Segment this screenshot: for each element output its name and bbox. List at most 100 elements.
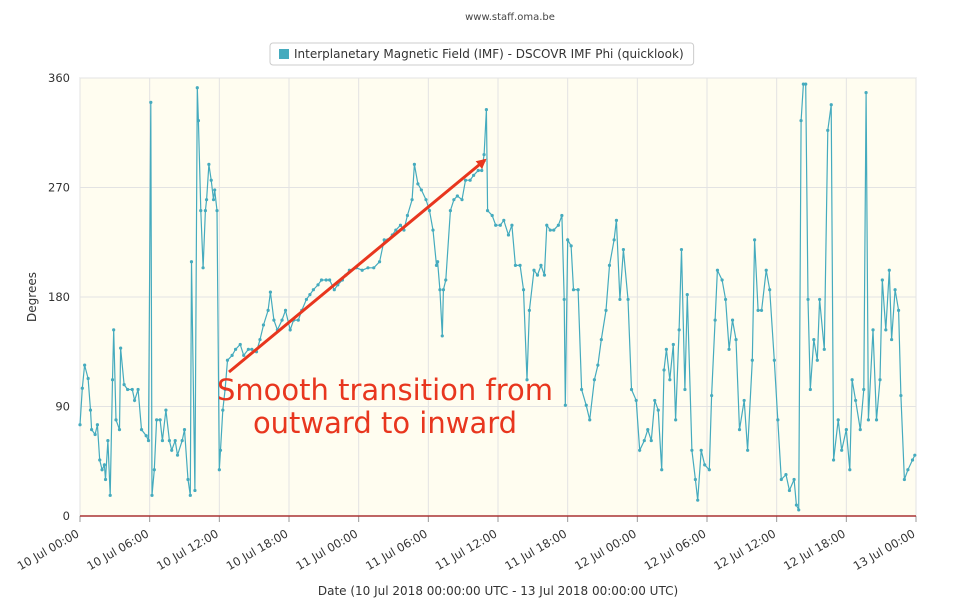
data-point [195, 86, 199, 90]
data-point [130, 387, 134, 392]
data-point [638, 448, 642, 452]
data-point [167, 438, 172, 443]
data-point [893, 288, 897, 292]
data-point [246, 347, 250, 351]
data-point [434, 263, 439, 267]
data-point [382, 238, 386, 242]
data-point [671, 342, 675, 347]
annotation-text: outward to inward [253, 406, 517, 440]
data-point [548, 228, 552, 232]
data-point [890, 337, 894, 342]
data-point [521, 288, 526, 292]
data-point [164, 408, 168, 412]
data-point [204, 198, 209, 202]
data-point [366, 266, 370, 270]
annotation-arrow [228, 158, 487, 374]
data-point [826, 128, 830, 132]
data-point [599, 337, 603, 342]
data-point [563, 403, 567, 407]
legend-label[interactable]: Interplanetary Magnetic Field (IMF) - DS… [294, 47, 684, 61]
data-point [455, 194, 459, 198]
data-point [797, 508, 801, 512]
data-point [311, 288, 315, 292]
data-point [258, 337, 262, 342]
data-point [764, 268, 768, 272]
data-point [95, 423, 100, 427]
data-point [910, 458, 915, 462]
data-point [328, 278, 332, 282]
data-point [424, 198, 428, 202]
data-point [646, 428, 650, 432]
data-point [78, 423, 82, 427]
data-point [792, 477, 796, 482]
data-point [864, 91, 868, 95]
data-point [114, 418, 118, 422]
data-point [324, 278, 328, 282]
x-tick-label: 10 Jul 18:00 [224, 526, 291, 573]
data-point [296, 318, 300, 322]
data-point [858, 428, 862, 432]
data-point [690, 448, 694, 452]
data-point [308, 292, 312, 297]
data-point [444, 278, 448, 282]
data-point [696, 498, 700, 502]
x-tick-label: 13 Jul 00:00 [851, 526, 918, 573]
data-point [626, 297, 630, 302]
data-point [502, 218, 506, 222]
data-point [106, 438, 110, 443]
data-point [218, 448, 223, 452]
data-point [612, 238, 616, 242]
data-point [170, 448, 174, 452]
data-point [506, 233, 511, 237]
data-point [201, 266, 205, 270]
data-point [225, 358, 230, 362]
data-point [715, 268, 720, 272]
data-point [848, 468, 852, 472]
data-point [560, 213, 564, 218]
legend[interactable]: Interplanetary Magnetic Field (IMF) - DS… [269, 42, 695, 66]
data-point [866, 418, 870, 422]
data-point [750, 358, 754, 362]
data-point [854, 398, 858, 403]
data-point [377, 260, 382, 264]
data-point [152, 468, 156, 472]
data-point [742, 398, 746, 403]
data-point [173, 438, 177, 443]
data-point [804, 82, 808, 86]
data-point [518, 263, 522, 267]
data-point [614, 218, 619, 222]
data-point [756, 308, 760, 312]
data-point [110, 378, 115, 382]
data-point [880, 278, 884, 282]
data-point [372, 266, 376, 270]
data-point [440, 334, 444, 338]
data-point [618, 297, 622, 302]
data-point [899, 393, 903, 398]
data-point [801, 82, 805, 86]
y-tick-label: 270 [48, 181, 70, 195]
data-point [448, 209, 452, 213]
data-point [266, 308, 270, 312]
data-point [734, 337, 738, 342]
data-point [199, 209, 203, 213]
data-point [221, 408, 225, 412]
data-point [862, 387, 866, 392]
data-point [117, 428, 122, 432]
data-point [653, 398, 657, 403]
data-point [808, 387, 812, 392]
data-point [427, 209, 432, 213]
data-point [621, 247, 626, 252]
data-point [844, 428, 848, 432]
data-point [193, 488, 197, 493]
data-point [261, 323, 266, 327]
data-point [513, 263, 518, 267]
data-point [840, 448, 844, 452]
data-point [83, 363, 87, 367]
data-point [238, 342, 242, 347]
data-point [794, 503, 799, 507]
data-point [580, 387, 584, 392]
data-point [902, 477, 906, 482]
data-point [629, 387, 634, 392]
data-point [144, 434, 148, 438]
